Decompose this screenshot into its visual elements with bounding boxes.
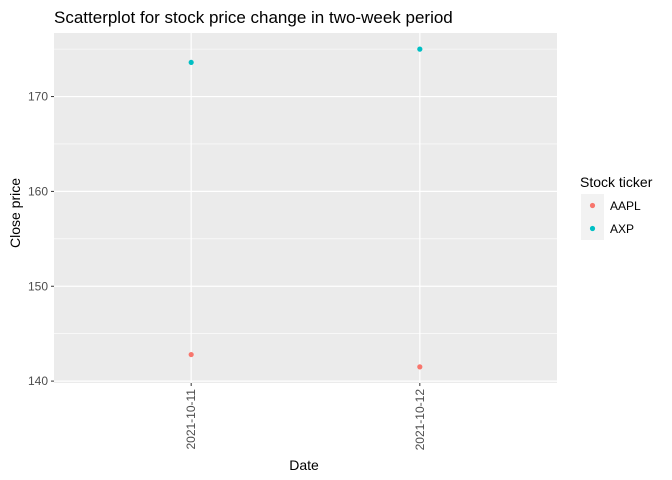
legend-title: Stock ticker (580, 174, 653, 190)
plot-panel (54, 33, 557, 383)
minor-gridlines (54, 48, 557, 334)
data-points (188, 46, 423, 370)
legend-marker-aapl (589, 202, 596, 209)
y-tick-label: 150 (28, 279, 48, 293)
y-tick-label: 170 (28, 90, 48, 104)
legend-label-axp: AXP (610, 222, 634, 236)
major-gridlines (54, 33, 557, 383)
legend-marker-axp (589, 225, 596, 232)
point-aapl (188, 351, 194, 358)
y-axis: 140 150 160 170 (28, 90, 54, 388)
point-axp (188, 59, 194, 66)
point-axp (417, 46, 423, 52)
x-axis-title: Date (289, 457, 319, 473)
y-tick-label: 140 (28, 374, 48, 388)
chart-title: Scatterplot for stock price change in tw… (54, 8, 453, 27)
x-tick-label: 2021-10-12 (413, 389, 427, 451)
y-tick-label: 160 (28, 184, 48, 198)
point-aapl (417, 364, 423, 370)
legend-label-aapl: AAPL (610, 199, 641, 213)
x-tick-label: 2021-10-11 (184, 389, 198, 450)
y-axis-title: Close price (7, 178, 23, 248)
x-axis: 2021-10-11 2021-10-12 (184, 383, 427, 450)
legend: Stock ticker AAPL AXP (580, 174, 653, 240)
